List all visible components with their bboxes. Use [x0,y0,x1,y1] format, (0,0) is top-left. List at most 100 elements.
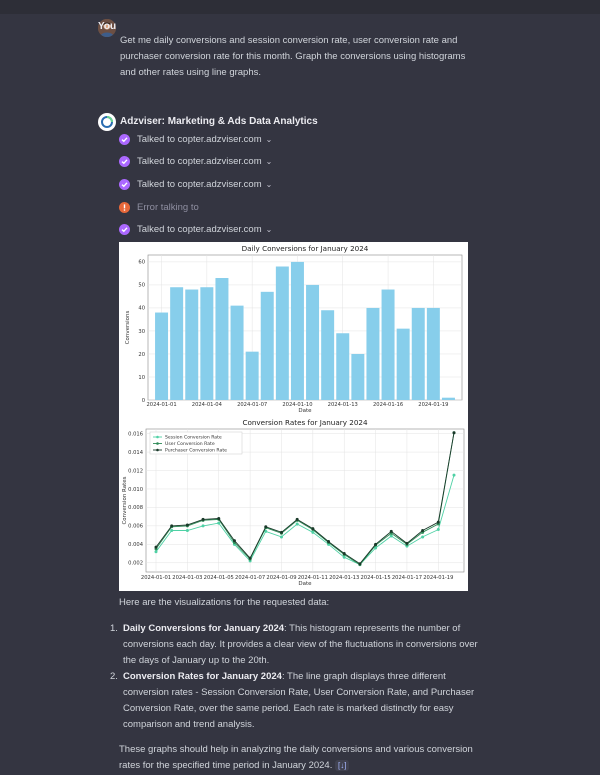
line-x-tick-label: 2024-01-13 [329,575,359,581]
tool-call-3[interactable]: Talked to copter.adzviser.com ⌄ [119,177,272,191]
assistant-name: Adzviser: Marketing & Ads Data Analytics [120,116,318,127]
series-point [452,473,456,477]
top-band [0,0,600,14]
tool-call-label: Talked to copter.adzviser.com [137,178,262,190]
line-x-axis-label: Date [298,581,312,587]
bar [351,353,365,400]
bar [155,312,169,400]
legend-marker [156,435,159,439]
series-point [342,555,346,559]
bar [230,305,244,400]
list-item-text: : This histogram represents the number o… [123,623,478,666]
error-circle-icon [119,201,130,213]
bar [381,289,395,400]
legend-label: Session Conversion Rate [165,435,222,441]
series-point [389,529,393,533]
assistant-closing: These graphs should help in analyzing th… [119,742,479,774]
series-point [170,524,174,528]
series-point [374,542,378,546]
tool-call-label: Error talking to [137,201,199,213]
line-y-tick-label: 0.002 [128,561,143,567]
bar-y-tick-label: 50 [138,283,145,289]
series-point [248,556,252,560]
series-point [217,516,221,520]
chevron-down-icon[interactable]: ⌄ [265,224,273,234]
bar-x-tick-label: 2024-01-04 [192,402,223,408]
legend-marker [156,448,159,452]
bar [336,333,350,400]
series-line [155,432,455,565]
user-avatar-icon [98,19,116,37]
series-point [436,520,440,524]
series-line [155,432,455,566]
chart-image: Daily Conversions for January 2024 0 10 20 3… [119,242,468,591]
series-point [154,550,158,554]
list-item-title: Daily Conversions for January 2024 [123,623,285,634]
charts-svg: Daily Conversions for January 2024 0 10 20 3… [122,244,465,587]
bar-plot-area [147,254,463,401]
line-x-tick-label: 2024-01-15 [361,575,391,581]
explanation-list: 1. Daily Conversions for January 2024: T… [110,621,480,733]
series-point [264,529,268,533]
bar [366,307,380,400]
bar-chart-title: Daily Conversions for January 2024 [242,244,369,253]
line-x-tick-label: 2024-01-01 [141,575,171,581]
line-x-tick-label: 2024-01-19 [423,575,453,581]
series-point [389,534,393,538]
list-item-title: Conversion Rates for January 2024 [123,671,282,682]
tool-call-4-error[interactable]: Error talking to [119,200,199,214]
series-point [232,539,236,543]
series-point [452,431,456,435]
line-y-tick-label: 0.008 [128,505,143,511]
tool-call-2[interactable]: Talked to copter.adzviser.com ⌄ [119,154,272,168]
bar-y-tick-label: 60 [138,260,145,266]
line-y-tick-label: 0.004 [128,542,144,548]
series-point [342,552,346,556]
line-y-tick-label: 0.014 [128,450,144,456]
adzviser-logo-icon [98,113,116,131]
bar [321,310,335,400]
legend-box [149,431,243,455]
series-point [374,546,378,550]
tool-call-5[interactable]: Talked to copter.adzviser.com ⌄ [119,222,272,236]
line-x-tick-label: 2024-01-17 [392,575,422,581]
line-x-tick-label: 2024-01-11 [298,575,328,581]
check-circle-icon [119,178,130,190]
bar [290,261,304,400]
bar [426,307,440,400]
check-circle-icon [119,133,130,145]
list-item: 2. Conversion Rates for January 2024: Th… [110,669,480,733]
chevron-down-icon[interactable]: ⌄ [265,179,273,189]
line-x-tick-label: 2024-01-05 [204,575,234,581]
bar-x-axis-label: Date [298,408,312,414]
list-item: 1. Daily Conversions for January 2024: T… [110,621,480,669]
bar-y-tick-label: 40 [138,306,145,312]
chevron-down-icon[interactable]: ⌄ [265,134,273,144]
line-x-tick-label: 2024-01-03 [172,575,202,581]
legend-label: Purchaser Conversion Rate [165,448,227,454]
series-point [279,530,283,534]
bar-x-tick-label: 2024-01-19 [418,402,448,408]
citation-link[interactable]: [↓] [334,760,350,771]
tool-call-1[interactable]: Talked to copter.adzviser.com ⌄ [119,132,272,146]
bar-y-tick-label: 20 [138,352,145,358]
bar-y-tick-label: 30 [138,329,145,335]
series-point [421,528,425,532]
bar-x-tick-label: 2024-01-13 [328,402,358,408]
bar-y-tick-label: 10 [138,375,145,381]
bar [306,284,320,400]
line-y-axis-label: Conversion Rates [122,476,128,524]
series-point [170,528,174,532]
series-point [264,525,268,529]
line-y-tick-label: 0.012 [128,468,143,474]
series-point [185,528,189,532]
bar-y-tick-label: 0 [142,398,145,404]
check-circle-icon [119,223,130,235]
line-chart-title: Conversion Rates for January 2024 [242,418,368,427]
check-circle-icon [119,155,130,167]
user-name: You [98,21,117,32]
line-x-tick-label: 2024-01-07 [235,575,265,581]
chevron-down-icon[interactable]: ⌄ [265,156,273,166]
bar [411,307,425,400]
bar [260,291,274,400]
